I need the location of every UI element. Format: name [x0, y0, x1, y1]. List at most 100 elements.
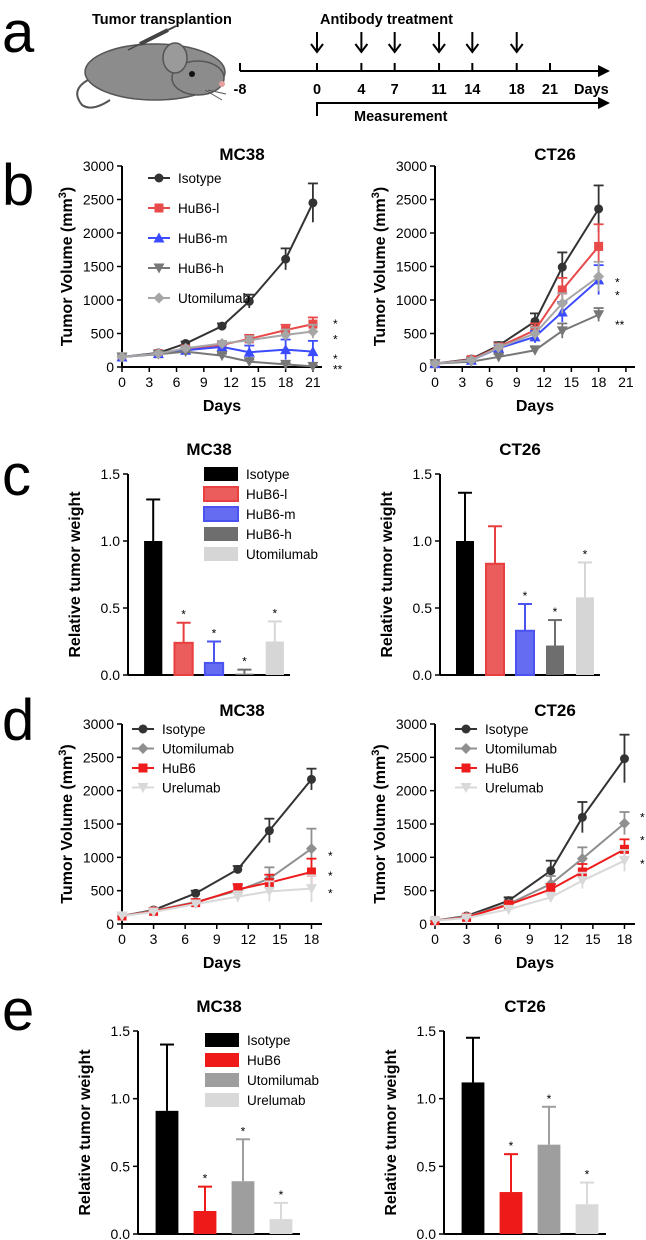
- data-point: [263, 886, 275, 897]
- treatment-label: Antibody treatment: [320, 12, 453, 28]
- timeline-tick-label: 7: [391, 82, 399, 98]
- y-tick-label: 1.0: [417, 1091, 437, 1107]
- series-utomilumab: [429, 260, 605, 370]
- data-point: [264, 826, 274, 836]
- legend-label: Utomilumab: [178, 291, 250, 306]
- bar-utomilumab: [537, 1144, 561, 1234]
- series-line: [434, 859, 625, 922]
- bar-urelumab: [575, 1204, 599, 1234]
- y-tick-label: 1.5: [101, 466, 121, 482]
- data-point: [116, 351, 128, 363]
- data-point: [461, 913, 473, 924]
- significance-marker: *: [242, 655, 247, 669]
- y-tick-label: 2000: [396, 783, 427, 799]
- series-utomilumab: [429, 811, 630, 927]
- data-point: [233, 864, 243, 874]
- x-tick-label: 15: [272, 931, 288, 947]
- y-tick-label: 1500: [396, 816, 427, 832]
- legend-swatch: [203, 506, 239, 522]
- legend-swatch: [204, 547, 238, 561]
- legend-item: Isotype: [148, 171, 222, 186]
- data-point: [280, 359, 292, 370]
- significance-marker: *: [272, 606, 277, 620]
- panel-a-timeline: Tumor transplantion Antibody treatment -…: [76, 12, 610, 125]
- x-axis-label: Days: [516, 955, 554, 972]
- timeline-tick-label: 21: [542, 82, 558, 98]
- data-point: [593, 310, 605, 321]
- chart-title: CT26: [534, 145, 576, 164]
- legend-label: Isotype: [485, 722, 529, 737]
- data-point: [148, 907, 160, 918]
- x-tick-label: 0: [118, 374, 126, 390]
- y-tick-label: 2500: [396, 192, 427, 208]
- data-point: [557, 262, 567, 272]
- x-tick-label: 21: [618, 374, 634, 390]
- data-point: [305, 884, 317, 895]
- data-point: [594, 241, 604, 251]
- significance-marker: *: [333, 333, 338, 347]
- series-line: [121, 887, 312, 917]
- data-point: [216, 338, 228, 350]
- y-axis-label: Tumor Volume (mm3): [57, 187, 76, 346]
- y-tick-label: 1500: [83, 259, 114, 275]
- chart-d-mc38: 0 500 1000 1500 2000 2500 3000 0 3 6 9 12 15 18 Days Tu…: [57, 701, 333, 972]
- x-tick-label: 9: [526, 931, 534, 947]
- legend-label: Utomilumab: [247, 1073, 319, 1088]
- y-tick-label: 0.0: [417, 1226, 437, 1240]
- y-tick-label: 0: [106, 359, 114, 375]
- significance-marker: *: [553, 605, 558, 619]
- significance-marker: *: [241, 1124, 246, 1138]
- data-point: [503, 904, 515, 915]
- legend-item: Utomilumab: [455, 742, 557, 757]
- data-point: [556, 326, 568, 337]
- bar-hub6-m: [515, 629, 535, 677]
- data-point: [619, 754, 629, 764]
- data-point: [280, 344, 292, 355]
- legend-item: HuB6-m: [203, 506, 296, 522]
- data-point: [546, 884, 556, 894]
- y-tick-label: 3000: [83, 716, 114, 732]
- y-tick-label: 0: [419, 359, 427, 375]
- y-tick-label: 2500: [83, 749, 114, 765]
- y-tick-label: 2000: [83, 783, 114, 799]
- data-point: [138, 724, 148, 734]
- significance-marker: *: [333, 317, 338, 331]
- data-point: [460, 783, 472, 793]
- significance-marker: *: [640, 857, 645, 871]
- timeline-tick-label: 4: [357, 82, 365, 98]
- legend-item: Utomilumab: [132, 742, 234, 757]
- chart-c-ct26: 0.0 0.5 1.0 1.5 Relative tumor weight CT26 * * *: [379, 440, 600, 683]
- significance-marker: *: [640, 810, 645, 824]
- data-point: [307, 325, 319, 337]
- y-tick-label: 2000: [396, 225, 427, 241]
- y-tick-label: 1.0: [101, 533, 121, 549]
- y-tick-label: 0.5: [111, 1158, 131, 1174]
- bar-hub6: [499, 1192, 523, 1234]
- legend-label: Urelumab: [247, 1093, 306, 1108]
- bar-isotype: [461, 1082, 485, 1234]
- data-point: [618, 856, 630, 867]
- bar-hub6-l: [485, 562, 505, 677]
- x-axis-label: Days: [203, 398, 241, 415]
- legend-label: Urelumab: [162, 781, 221, 796]
- data-point: [281, 254, 291, 264]
- legend-label: Urelumab: [485, 781, 544, 796]
- x-tick-label: 12: [223, 374, 239, 390]
- x-tick-label: 0: [431, 931, 439, 947]
- legend-item: HuB6-h: [204, 527, 292, 542]
- series-line: [434, 279, 600, 365]
- chart-c-mc38: 0.0 0.5 1.0 1.5 Relative tumor weight MC38 * * *…: [67, 440, 318, 683]
- legend-label: Isotype: [162, 722, 206, 737]
- panel-label-d: d: [2, 688, 34, 753]
- legend-item: Urelumab: [455, 781, 544, 796]
- data-point: [306, 867, 316, 877]
- bar-utomilumab: [231, 1181, 255, 1234]
- bar-isotype: [456, 541, 474, 675]
- treatment-arrow-head: [310, 43, 324, 54]
- legend-label: HuB6-h: [178, 261, 224, 276]
- data-point: [429, 358, 441, 370]
- y-tick-label: 0.5: [413, 600, 433, 616]
- y-tick-label: 1500: [83, 816, 114, 832]
- data-point: [556, 297, 568, 309]
- x-tick-label: 6: [486, 374, 494, 390]
